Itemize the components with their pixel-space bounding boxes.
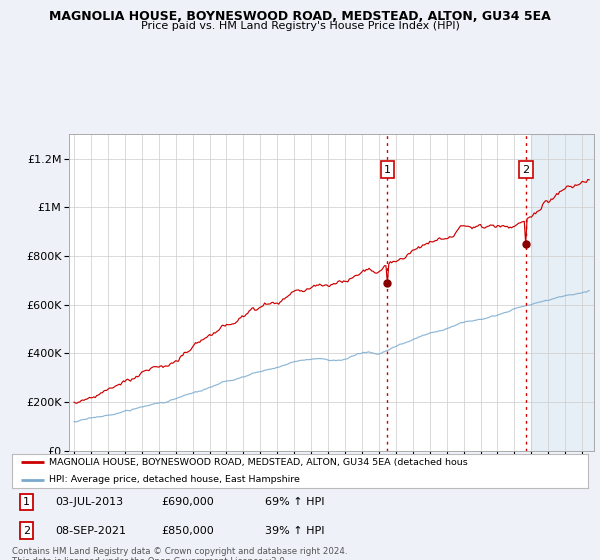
Text: 2: 2 bbox=[23, 526, 30, 535]
Text: Contains HM Land Registry data © Crown copyright and database right 2024.
This d: Contains HM Land Registry data © Crown c… bbox=[12, 547, 347, 560]
Text: £850,000: £850,000 bbox=[162, 526, 215, 535]
Text: MAGNOLIA HOUSE, BOYNESWOOD ROAD, MEDSTEAD, ALTON, GU34 5EA: MAGNOLIA HOUSE, BOYNESWOOD ROAD, MEDSTEA… bbox=[49, 10, 551, 23]
Text: 2: 2 bbox=[522, 165, 529, 175]
Text: £690,000: £690,000 bbox=[162, 497, 215, 507]
Text: 1: 1 bbox=[384, 165, 391, 175]
Text: 03-JUL-2013: 03-JUL-2013 bbox=[55, 497, 124, 507]
Text: 39% ↑ HPI: 39% ↑ HPI bbox=[265, 526, 325, 535]
Bar bbox=[532, 134, 594, 451]
Text: MAGNOLIA HOUSE, BOYNESWOOD ROAD, MEDSTEAD, ALTON, GU34 5EA (detached hous: MAGNOLIA HOUSE, BOYNESWOOD ROAD, MEDSTEA… bbox=[49, 458, 468, 467]
Text: HPI: Average price, detached house, East Hampshire: HPI: Average price, detached house, East… bbox=[49, 475, 301, 484]
Text: 1: 1 bbox=[23, 497, 30, 507]
Text: Price paid vs. HM Land Registry's House Price Index (HPI): Price paid vs. HM Land Registry's House … bbox=[140, 21, 460, 31]
Text: 69% ↑ HPI: 69% ↑ HPI bbox=[265, 497, 325, 507]
Text: 08-SEP-2021: 08-SEP-2021 bbox=[55, 526, 126, 535]
